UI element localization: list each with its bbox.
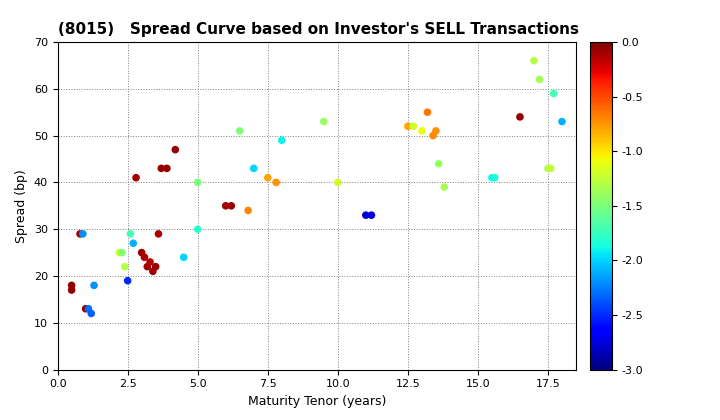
Point xyxy=(428,132,439,139)
Point xyxy=(514,113,526,120)
Point xyxy=(150,263,161,270)
Point xyxy=(528,58,540,64)
Point xyxy=(66,287,77,294)
Point xyxy=(147,268,158,275)
Point xyxy=(360,212,372,218)
Point xyxy=(408,123,419,130)
Point xyxy=(534,76,545,83)
Point xyxy=(557,118,568,125)
Point xyxy=(366,212,377,218)
Point xyxy=(271,179,282,186)
Point xyxy=(192,179,204,186)
Point xyxy=(139,254,150,261)
Point xyxy=(486,174,498,181)
Point xyxy=(169,146,181,153)
Point xyxy=(153,231,164,237)
Point xyxy=(77,231,89,237)
Point xyxy=(402,123,413,130)
Point xyxy=(430,128,441,134)
Point xyxy=(243,207,254,214)
Point xyxy=(125,231,136,237)
Text: (8015)   Spread Curve based on Investor's SELL Transactions: (8015) Spread Curve based on Investor's … xyxy=(58,22,579,37)
Point xyxy=(220,202,232,209)
Y-axis label: Spread (bp): Spread (bp) xyxy=(15,169,28,243)
Point xyxy=(332,179,343,186)
Point xyxy=(548,90,559,97)
Point xyxy=(489,174,500,181)
Point xyxy=(114,249,125,256)
Point xyxy=(542,165,554,172)
Point xyxy=(127,240,139,247)
Point xyxy=(422,109,433,116)
Point xyxy=(178,254,189,261)
Point xyxy=(225,202,237,209)
Point xyxy=(74,231,86,237)
Point xyxy=(262,174,274,181)
Point xyxy=(416,128,428,134)
Point xyxy=(86,310,97,317)
Point xyxy=(192,226,204,233)
Point xyxy=(80,305,91,312)
Point xyxy=(142,263,153,270)
Point xyxy=(156,165,167,172)
Point xyxy=(89,282,100,289)
Point xyxy=(438,184,450,190)
Point xyxy=(248,165,259,172)
Point xyxy=(122,277,133,284)
Point xyxy=(433,160,444,167)
Point xyxy=(545,165,557,172)
Point xyxy=(276,137,287,144)
Point xyxy=(161,165,173,172)
Point xyxy=(130,174,142,181)
X-axis label: Maturity Tenor (years): Maturity Tenor (years) xyxy=(248,395,386,408)
Point xyxy=(66,282,77,289)
Point xyxy=(318,118,330,125)
Point xyxy=(144,259,156,265)
Point xyxy=(119,263,130,270)
Point xyxy=(83,305,94,312)
Point xyxy=(234,128,246,134)
Point xyxy=(136,249,148,256)
Point xyxy=(117,249,128,256)
